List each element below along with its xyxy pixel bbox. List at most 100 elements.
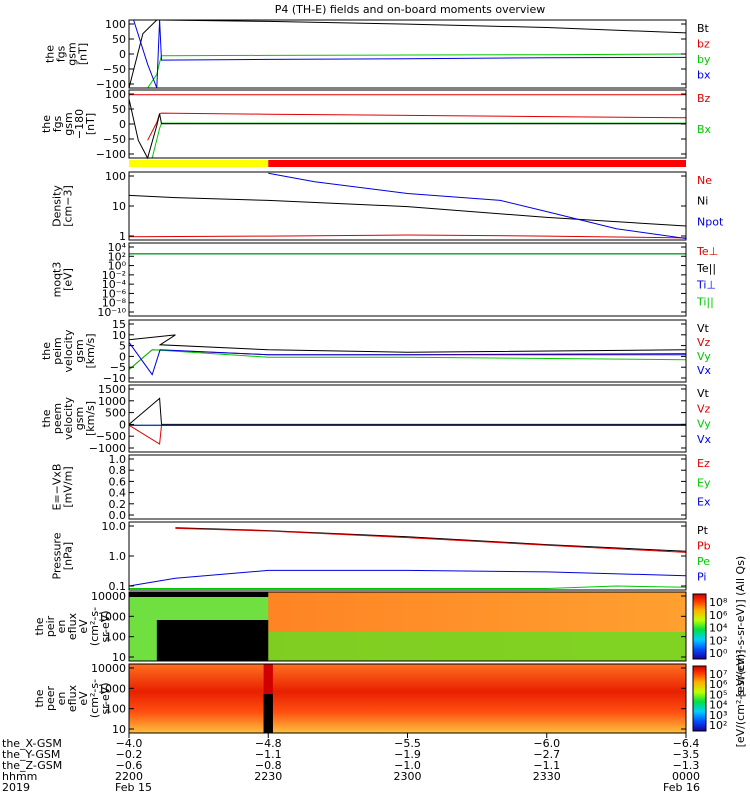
ylabel-line: sr-eV)	[99, 682, 112, 714]
ylabel-line: eV	[77, 691, 90, 706]
xtick-label: 0000	[672, 770, 700, 783]
panel-mode_bar	[129, 160, 686, 167]
legend-entry: Ni	[697, 195, 708, 208]
ytick-label: 10000	[91, 662, 126, 675]
ylabel-line: en	[55, 620, 68, 634]
series-line-Vz	[128, 349, 687, 370]
xtick-label: Feb 16	[663, 781, 700, 794]
xaxis-row-label: hhmm	[2, 770, 37, 783]
ytick-label: 10	[112, 329, 126, 342]
ytick-label: 10⁻²	[102, 269, 126, 282]
legend-entry: Vy	[697, 350, 711, 363]
legend-entry: Vz	[697, 336, 711, 349]
colorbar-label: [eV/(cm²-s-sr-eV)]	[734, 650, 747, 748]
ytick-label: 1000	[98, 682, 126, 695]
xtick-label: 2300	[394, 770, 422, 783]
xtick-label: −4.8	[255, 737, 282, 750]
panel-density: 100 10 1 Density[cm−3] Ne Ni Npot	[51, 170, 724, 243]
ylabel-line: moqt3	[51, 262, 64, 298]
ylabel-line: eflux	[66, 612, 79, 640]
ytick-label: 10000	[91, 590, 126, 603]
legend-entry: Bz	[697, 92, 711, 105]
series-line-Ne	[128, 234, 687, 239]
ytick-label: 100	[105, 88, 126, 101]
xtick-label: −6.4	[673, 737, 700, 750]
heatmap-nodata-region	[156, 620, 269, 661]
legend-entry: Npot	[697, 215, 724, 228]
legend-entry: Vt	[697, 387, 710, 400]
ylabel-line: [eV]	[62, 268, 75, 291]
ytick-label: 10⁴	[108, 241, 127, 254]
ylabel-line: the	[40, 409, 53, 427]
ytick-label: 10	[112, 200, 126, 213]
legend-entry: Bt	[697, 22, 710, 35]
series-line-Pt	[175, 527, 687, 552]
xtick-label: −2.7	[533, 748, 560, 761]
legend-entry: Ey	[697, 476, 711, 489]
series-line-Bt	[128, 19, 687, 89]
ylabel-line: (cm²-s-	[88, 679, 101, 718]
xtick-label: −4.0	[116, 737, 143, 750]
colorbar-label: [eV/(cm²-s-sr-eV)] (All Qs)	[734, 556, 747, 697]
heatmap-background	[129, 664, 686, 733]
ytick-label: 50	[112, 33, 126, 46]
ytick-label: 10⁰	[108, 260, 127, 273]
xtick-label: −1.1	[533, 759, 560, 772]
ytick-label: 0	[119, 350, 126, 363]
colorbar-tick-label: 10³	[709, 709, 727, 722]
colorbar	[692, 665, 707, 732]
legend-entry: Vx	[697, 433, 712, 446]
ylabel-line: gsm	[73, 407, 86, 430]
ytick-label: −100	[96, 78, 126, 91]
ytick-label: 10	[112, 651, 126, 664]
xaxis-row-label: 2019	[2, 781, 30, 794]
ylabel-line: [nT]	[77, 43, 90, 65]
ytick-label: 0	[119, 48, 126, 61]
legend-entry: Ti⊥	[696, 279, 716, 292]
ytick-label: 10⁻⁴	[102, 278, 127, 291]
heatmap-top-gap	[129, 592, 269, 597]
series-line-Vz	[128, 424, 686, 445]
xtick-label: 2330	[533, 770, 561, 783]
ylabel-line: −180	[73, 109, 86, 139]
colorbar-tick-label: 10⁶	[709, 678, 728, 691]
legend-entry: Pe	[697, 555, 710, 568]
ytick-label: 10²	[108, 250, 126, 263]
panel-efield: 1.00.80.60.40.20.0 E=−VxB[mV/m] Ez Ey Ex	[51, 453, 711, 522]
legend-entry: Pi	[697, 571, 706, 584]
panel-frame	[128, 454, 687, 520]
ytick-label: 1500	[98, 383, 126, 396]
ytick-label: −50	[103, 133, 126, 146]
legend-entry: bx	[697, 69, 711, 82]
panel-frame	[128, 171, 687, 241]
ylabel-line: Density	[51, 185, 64, 227]
legend-entry: Te⊥	[696, 245, 718, 258]
legend-entry: Ne	[697, 174, 712, 187]
panel-peim_velocity: 151050−5−10thepeimvelocitygsm[km/s]VtVzV…	[40, 318, 712, 385]
ylabel-line: the	[44, 45, 57, 63]
ytick-label: 1000	[98, 610, 126, 623]
ytick-label: −10	[103, 372, 126, 385]
colorbar	[692, 593, 707, 660]
ylabel-line: peim	[51, 337, 64, 365]
ylabel-line: the	[40, 115, 53, 133]
legend-entry: by	[697, 53, 711, 66]
ytick-label: 10⁻¹⁰	[97, 306, 126, 319]
ylabel-line: [nT]	[84, 113, 97, 135]
xtick-label: 2200	[115, 770, 143, 783]
panel-frame	[128, 591, 687, 662]
ytick-label: 1	[119, 230, 126, 243]
ytick-label: 10	[112, 723, 126, 736]
ytick-label: 0.2	[109, 498, 127, 511]
colorbar-tick-label: 10⁷	[709, 668, 727, 681]
xtick-label: −1.1	[255, 748, 282, 761]
ytick-label: 0.8	[109, 464, 127, 477]
ylabel-line: velocity	[62, 329, 75, 372]
ylabel-line: (cm²-s-	[88, 607, 101, 646]
series-line-Ni	[128, 194, 687, 227]
ylabel-line: gsm	[62, 112, 75, 135]
ytick-label: 100	[105, 18, 126, 31]
